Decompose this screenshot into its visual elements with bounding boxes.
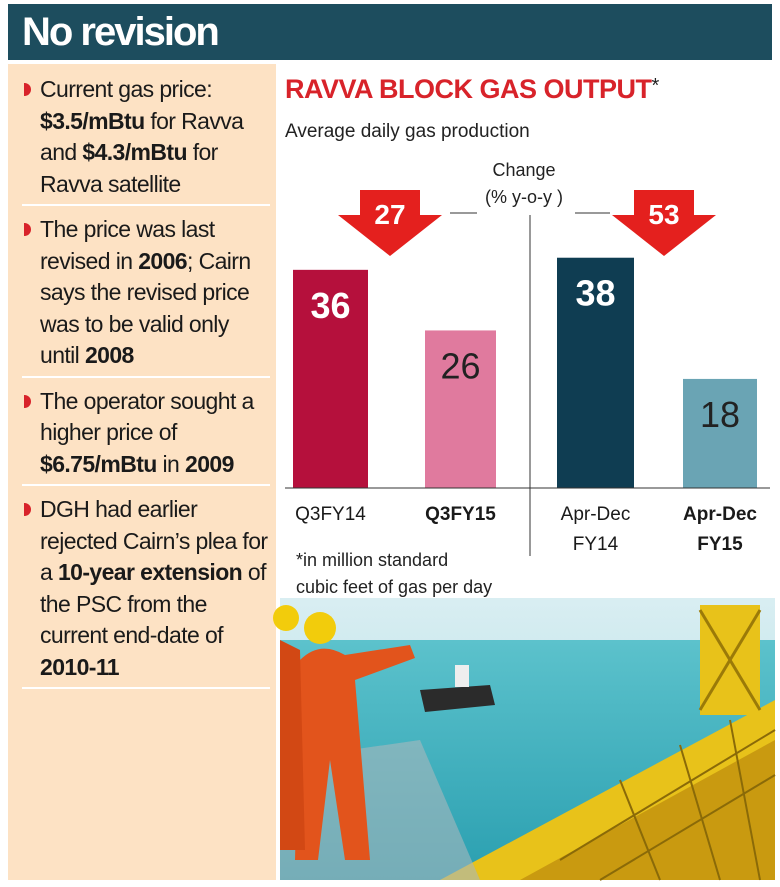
footnote: cubic feet of gas per day <box>296 577 492 597</box>
note: The operator sought a higher price of $6… <box>22 386 270 486</box>
value-label: 38 <box>575 273 615 314</box>
change-arrow <box>338 190 442 256</box>
change-label: Change <box>492 160 555 180</box>
chart-subtitle: Average daily gas production <box>285 121 530 142</box>
value-label: 36 <box>310 285 350 326</box>
x-tick-label-line: Apr-Dec <box>561 504 631 525</box>
x-tick-label-line: Q3FY14 <box>295 504 366 525</box>
x-tick-label: Apr-Dec FY15 <box>683 504 757 555</box>
note-text: for Ravva and <box>40 107 244 166</box>
change-value: 27 <box>374 199 405 230</box>
bar <box>683 378 757 488</box>
photo <box>273 598 776 881</box>
note-text: of the PSC from the current end-date of <box>40 559 266 648</box>
note-highlight: 2010-11 <box>40 653 120 680</box>
note-text: for Ravva satellite <box>40 139 218 197</box>
change-arrow <box>612 190 716 256</box>
note: Current gas price: $3.5/mBtu for Ravva a… <box>22 74 270 206</box>
note-text: The price was last revised in <box>40 216 215 274</box>
note-highlight: 2008 <box>84 342 134 368</box>
chart-title: RAVVA BLOCK GAS OUTPUT* <box>285 74 660 104</box>
note-text: in <box>156 450 186 477</box>
note-text: DGH had earlier rejected Cairn’s plea fo… <box>40 496 268 585</box>
x-tick-label: Apr-Dec FY14 <box>561 504 631 555</box>
header-title: No revision <box>8 4 772 60</box>
bar <box>557 257 634 488</box>
note-highlight: 10-year extension <box>57 559 243 585</box>
title-marker: * <box>652 75 660 97</box>
note-text: ; Cairn says the revised price was to be… <box>40 247 251 369</box>
bar <box>425 330 496 488</box>
notes-panel: Current gas price: $3.5/mBtu for Ravva a… <box>8 64 276 880</box>
note-highlight: 2009 <box>185 450 234 477</box>
note: The price was last revised in 2006; Cair… <box>22 214 270 378</box>
footnote: *in million standard <box>296 550 448 570</box>
x-tick-label: Q3FY15 <box>425 504 496 525</box>
x-tick-label-line: Q3FY15 <box>425 504 496 525</box>
change-label: (% y-o-y ) <box>485 187 563 207</box>
note-highlight: $4.3/mBtu <box>82 139 187 165</box>
note-text: The operator sought a higher price of <box>40 387 254 446</box>
x-tick-label-line: FY15 <box>697 534 743 555</box>
note: DGH had earlier rejected Cairn’s plea fo… <box>22 494 270 689</box>
note-text: Current gas price: <box>40 76 213 102</box>
x-tick-label-line: FY14 <box>573 534 619 555</box>
chart-title-text: RAVVA BLOCK GAS OUTPUT <box>285 74 653 104</box>
bar <box>293 269 368 488</box>
note-highlight: 2006 <box>138 247 188 274</box>
change-value: 53 <box>648 199 679 230</box>
x-tick-label-line: Apr-Dec <box>683 504 757 525</box>
value-label: 26 <box>440 345 480 386</box>
value-label: 18 <box>700 394 740 435</box>
note-highlight: $3.5/mBtu <box>40 107 145 134</box>
note-highlight: $6.75/mBtu <box>40 450 157 477</box>
x-tick-label: Q3FY14 <box>295 504 366 525</box>
